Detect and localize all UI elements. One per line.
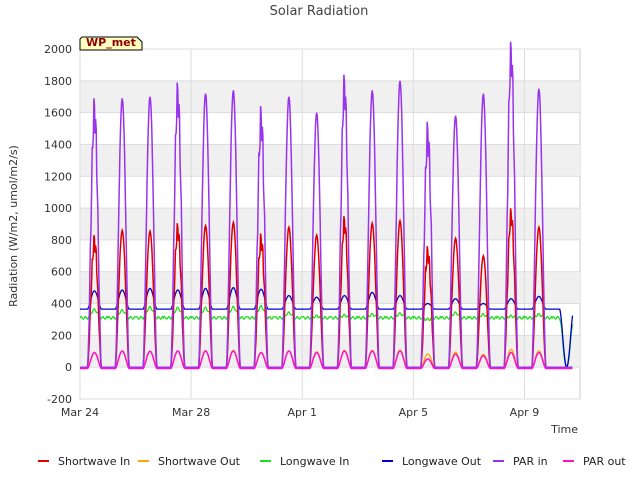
x-tick-label: Apr 1 [287, 406, 317, 419]
y-tick-label: 1800 [44, 75, 72, 88]
y-tick-label: 1000 [44, 202, 72, 215]
y-tick-label: 400 [51, 298, 72, 311]
legend-label: PAR out [583, 455, 626, 468]
y-tick-label: -200 [47, 393, 72, 406]
station-badge: WP_met [79, 36, 143, 51]
series-line-par-in [80, 41, 573, 368]
x-tick-label: Apr 9 [510, 406, 540, 419]
legend-label: Longwave In [280, 455, 349, 468]
series-line-par-out [80, 350, 573, 370]
x-tick-label: Mar 24 [61, 406, 99, 419]
y-axis-label: Radiation (W/m2, umol/m2/s) [7, 145, 20, 307]
grid-band [80, 335, 580, 368]
grid-band [80, 208, 580, 240]
y-tick-label: 0 [65, 361, 72, 374]
grid-lines [79, 48, 580, 400]
badge-label: WP_met [86, 36, 136, 49]
series-line-longwave-out [80, 286, 574, 369]
legend-label: Shortwave Out [158, 455, 241, 468]
plot-area [79, 48, 581, 400]
legend: Shortwave In Shortwave Out Longwave In Long… [38, 455, 626, 468]
legend-label: Shortwave In [58, 455, 130, 468]
y-tick-label: 2000 [44, 43, 72, 56]
chart-title: Solar Radiation [270, 4, 369, 19]
grid-band [80, 80, 580, 113]
badge-box [79, 36, 143, 51]
series-layer [79, 41, 574, 370]
grid-band [80, 271, 580, 304]
y-tick-label: 600 [51, 266, 72, 279]
x-axis-label: Time [550, 423, 578, 436]
grid-band [80, 144, 580, 177]
y-tick-label: 1600 [44, 107, 72, 120]
series-line-longwave-in [79, 304, 574, 367]
x-tick-label: Apr 5 [399, 406, 429, 419]
x-tick-label: Mar 28 [172, 406, 210, 419]
y-tick-label: 1400 [44, 138, 72, 151]
legend-label: PAR in [513, 455, 548, 468]
y-tick-label: 1200 [44, 170, 72, 183]
y-tick-label: 200 [51, 329, 72, 342]
legend-label: Longwave Out [402, 455, 482, 468]
axes: -200 0 200 400 600 800 1000 1200 1400 1600 1800 200… [44, 43, 539, 419]
y-tick-label: 800 [51, 234, 72, 247]
